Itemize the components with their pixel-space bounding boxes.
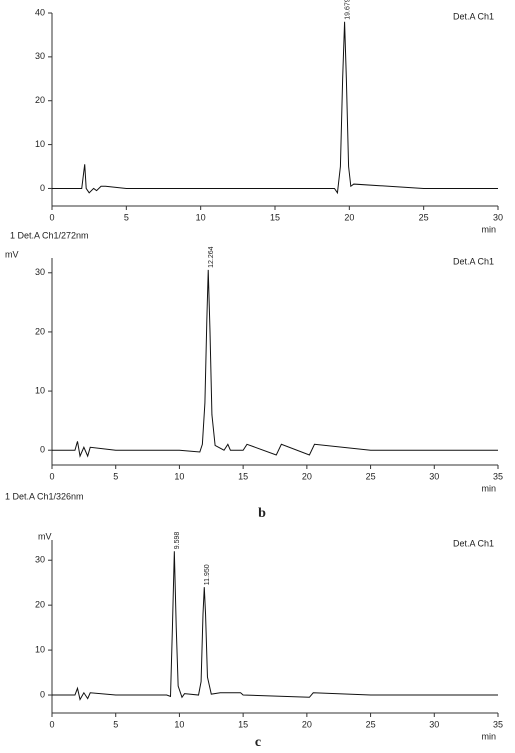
trace [52,21,498,195]
trace [52,551,498,701]
x-tick-label: 5 [113,471,118,481]
x-tick-label: 20 [302,471,312,481]
x-tick-label: 0 [49,719,54,729]
y-tick-label: 0 [40,183,45,193]
x-tick-label: 0 [49,212,54,222]
peak-label: 19.679 [344,0,351,20]
peak-label: 9.598 [174,532,181,550]
x-axis-label: min [481,731,496,741]
y-axis-label: mV [5,249,19,259]
y-tick-label: 30 [35,267,45,277]
x-tick-label: 25 [419,212,429,222]
y-tick-label: 20 [35,326,45,336]
channel-footer: 1 Det.A Ch1/326nm [5,491,84,501]
x-tick-label: 30 [493,212,503,222]
x-tick-label: 0 [49,471,54,481]
y-tick-label: 30 [35,51,45,61]
panel-label: c [255,735,261,750]
peak-label: 12.264 [208,246,215,268]
y-tick-label: 10 [35,644,45,654]
x-tick-label: 35 [493,471,503,481]
y-tick-label: 20 [35,95,45,105]
x-tick-label: 20 [344,212,354,222]
y-tick-label: 40 [35,7,45,17]
x-tick-label: 5 [124,212,129,222]
peak-label: 11.950 [204,564,211,585]
y-tick-label: 0 [40,689,45,699]
detector-label: Det.A Ch1 [453,538,494,548]
x-tick-label: 20 [302,719,312,729]
x-axis-label: min [481,483,496,493]
x-tick-label: 25 [366,719,376,729]
x-tick-label: 15 [270,212,280,222]
y-tick-label: 10 [35,385,45,395]
x-tick-label: 35 [493,719,503,729]
y-axis-label: mV [38,531,52,541]
x-tick-label: 15 [238,719,248,729]
trace [52,269,498,458]
x-tick-label: 10 [174,719,184,729]
y-tick-label: 10 [35,139,45,149]
x-axis-label: min [481,224,496,234]
x-tick-label: 25 [366,471,376,481]
channel-footer: 1 Det.A Ch1/272nm [10,230,89,240]
x-tick-label: 10 [174,471,184,481]
x-tick-label: 5 [113,719,118,729]
x-tick-label: 10 [196,212,206,222]
detector-label: Det.A Ch1 [453,11,494,21]
x-tick-label: 30 [429,471,439,481]
detector-label: Det.A Ch1 [453,256,494,266]
x-tick-label: 15 [238,471,248,481]
y-tick-label: 0 [40,445,45,455]
x-tick-label: 30 [429,719,439,729]
y-tick-label: 30 [35,555,45,565]
y-tick-label: 20 [35,600,45,610]
panel-label: b [258,506,266,521]
